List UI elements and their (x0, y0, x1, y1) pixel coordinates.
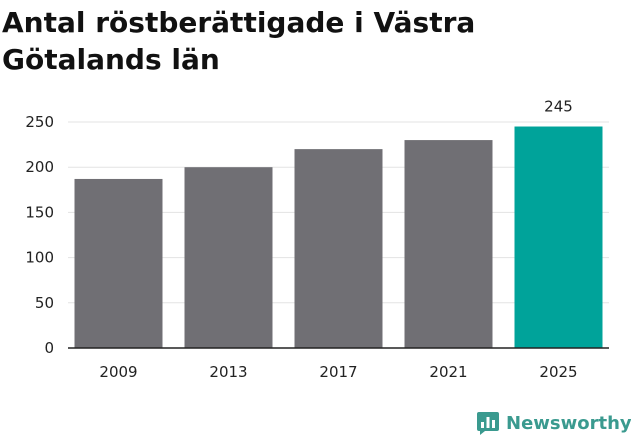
y-tick-label: 250 (25, 113, 54, 131)
y-tick-label: 50 (35, 294, 54, 312)
data-label-2025: 245 (544, 98, 573, 116)
x-tick-label: 2021 (429, 363, 467, 381)
y-tick-label: 200 (25, 158, 54, 176)
chart-title-line-1: Antal röstberättigade i Västra (2, 6, 476, 39)
brand-logo: Newsworthy (476, 408, 631, 438)
x-tick-label: 2009 (99, 363, 137, 381)
x-tick-label: 2017 (319, 363, 357, 381)
bar-2017 (294, 149, 383, 348)
y-tick-label: 0 (44, 339, 54, 357)
bars (74, 126, 603, 349)
bar-2021 (404, 140, 493, 348)
data-labels: 245 (544, 98, 573, 116)
bar-2009 (74, 178, 163, 348)
x-tick-label: 2013 (209, 363, 247, 381)
chart-title: Antal röstberättigade i Västra Götalands… (2, 4, 602, 78)
y-tick-label: 100 (25, 249, 54, 267)
x-tick-label: 2025 (539, 363, 577, 381)
bar-2013 (184, 167, 273, 348)
y-tick-label: 150 (25, 203, 54, 221)
chart-title-line-2: Götalands län (2, 43, 220, 76)
brand-name: Newsworthy (506, 412, 631, 434)
y-axis-ticks: 0 50 100 150 200 250 (25, 113, 54, 357)
bar-2025 (514, 126, 603, 349)
bar-chart-logo-icon (477, 412, 499, 435)
x-axis-ticks: 2009 2013 2017 2021 2025 (99, 363, 577, 381)
